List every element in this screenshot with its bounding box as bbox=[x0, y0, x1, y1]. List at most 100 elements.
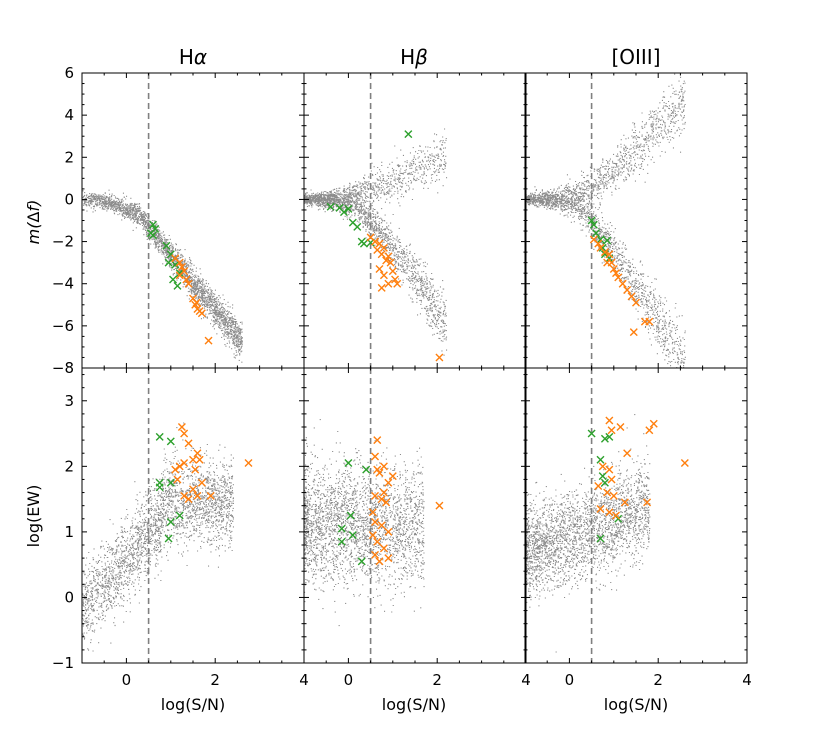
orange-cross-marker bbox=[607, 258, 616, 267]
orange-cross-marker bbox=[371, 491, 380, 500]
x-tick-label: 4 bbox=[299, 671, 309, 689]
orange-cross-marker bbox=[632, 298, 640, 307]
orange-cross-marker bbox=[382, 256, 391, 265]
orange-cross-marker bbox=[384, 554, 393, 563]
orange-cross-marker bbox=[375, 468, 384, 477]
y-tick-label: 0 bbox=[64, 588, 74, 606]
orange-cross-marker bbox=[605, 250, 614, 259]
y-tick-label: 3 bbox=[64, 392, 74, 410]
green-cross-marker bbox=[171, 260, 180, 269]
orange-cross-marker bbox=[600, 248, 609, 257]
orange-cross-marker bbox=[645, 317, 654, 326]
markers-Ha_mdf bbox=[146, 220, 213, 345]
green-cross-marker bbox=[592, 229, 601, 238]
green-cross-marker bbox=[166, 437, 175, 446]
green-cross-marker bbox=[362, 465, 371, 474]
green-cross-marker bbox=[600, 478, 609, 487]
green-cross-marker bbox=[357, 557, 366, 566]
green-cross-marker bbox=[603, 236, 612, 245]
orange-cross-marker bbox=[184, 279, 193, 288]
axis-ticks: −8 −6 −4 −2 0 2 4 6 −1 0 1 2 3 0 2 4 0 2 4 0 2 4 bbox=[52, 64, 752, 689]
panel-title-hbeta: Hβ bbox=[400, 45, 428, 69]
orange-cross-marker bbox=[629, 328, 638, 337]
y-tick-label: 2 bbox=[64, 457, 74, 475]
orange-cross-marker bbox=[388, 472, 397, 481]
orange-cross-marker bbox=[182, 275, 191, 284]
orange-cross-marker bbox=[612, 269, 621, 278]
orange-cross-marker bbox=[189, 455, 197, 464]
green-cross-marker bbox=[596, 235, 605, 244]
orange-cross-marker bbox=[377, 521, 386, 530]
orange-cross-marker bbox=[603, 488, 612, 497]
orange-cross-marker bbox=[614, 273, 623, 282]
x-tick-label: 2 bbox=[432, 671, 442, 689]
orange-cross-marker bbox=[379, 462, 388, 471]
x-axis-label-halpha: log(S/N) bbox=[161, 695, 225, 714]
orange-cross-marker bbox=[184, 439, 193, 448]
orange-cross-marker bbox=[371, 550, 380, 559]
orange-cross-marker bbox=[609, 491, 618, 500]
orange-cross-marker bbox=[594, 482, 603, 490]
orange-cross-marker bbox=[177, 262, 186, 271]
green-cross-marker bbox=[169, 275, 178, 284]
orange-cross-marker bbox=[391, 275, 400, 284]
orange-cross-marker bbox=[598, 462, 607, 471]
x-tick-label: 0 bbox=[344, 671, 354, 689]
orange-cross-marker bbox=[384, 279, 393, 288]
x-tick-label: 0 bbox=[122, 671, 132, 689]
markers-Hb_mdf bbox=[326, 130, 444, 362]
green-cross-marker bbox=[155, 432, 164, 441]
background-source-clouds bbox=[82, 73, 686, 653]
orange-cross-marker bbox=[680, 459, 689, 468]
y-tick-label: −2 bbox=[52, 233, 74, 251]
orange-cross-marker bbox=[193, 491, 202, 500]
green-cross-marker bbox=[589, 220, 598, 229]
orange-cross-marker bbox=[195, 455, 204, 464]
markers-Ha_ew bbox=[155, 423, 253, 543]
orange-cross-marker bbox=[368, 508, 377, 517]
orange-cross-marker bbox=[393, 279, 402, 288]
orange-cross-marker bbox=[377, 250, 386, 259]
orange-cross-marker bbox=[371, 452, 380, 461]
green-cross-marker bbox=[353, 222, 362, 231]
markers-OIII_mdf bbox=[587, 216, 654, 337]
orange-cross-marker bbox=[171, 465, 180, 474]
green-cross-marker bbox=[149, 231, 158, 240]
orange-cross-marker bbox=[616, 423, 625, 431]
orange-cross-marker bbox=[645, 426, 654, 435]
orange-cross-marker bbox=[371, 237, 380, 246]
orange-cross-marker bbox=[612, 511, 621, 520]
y-tick-label: −8 bbox=[52, 359, 74, 377]
x-tick-label: 4 bbox=[742, 671, 752, 689]
green-cross-marker bbox=[162, 241, 171, 250]
green-cross-marker bbox=[359, 239, 368, 248]
orange-cross-marker bbox=[607, 475, 616, 484]
highlighted-sources bbox=[146, 130, 689, 566]
orange-cross-marker bbox=[382, 498, 391, 507]
orange-cross-marker bbox=[596, 504, 605, 513]
green-cross-marker bbox=[337, 524, 346, 533]
orange-cross-marker bbox=[435, 501, 444, 510]
orange-cross-marker bbox=[197, 478, 206, 487]
green-cross-marker bbox=[339, 208, 348, 217]
green-cross-marker bbox=[348, 531, 357, 540]
orange-cross-marker bbox=[373, 436, 382, 445]
x-tick-label: 2 bbox=[653, 671, 663, 689]
green-cross-marker bbox=[155, 483, 164, 492]
green-cross-marker bbox=[598, 472, 607, 481]
orange-cross-marker bbox=[377, 495, 386, 504]
orange-cross-marker bbox=[175, 462, 184, 471]
green-cross-marker bbox=[600, 434, 609, 443]
x-tick-label: 4 bbox=[521, 671, 531, 689]
x-axis-label-oiii: log(S/N) bbox=[604, 695, 668, 714]
orange-cross-marker bbox=[175, 258, 184, 267]
y-tick-label: 6 bbox=[64, 64, 74, 82]
orange-cross-marker bbox=[388, 267, 397, 276]
green-cross-marker bbox=[164, 534, 173, 543]
green-cross-marker bbox=[166, 478, 175, 487]
y-tick-label: 4 bbox=[64, 106, 74, 124]
green-cross-marker bbox=[596, 534, 605, 543]
orange-cross-marker bbox=[384, 252, 393, 261]
green-cross-marker bbox=[344, 459, 353, 468]
